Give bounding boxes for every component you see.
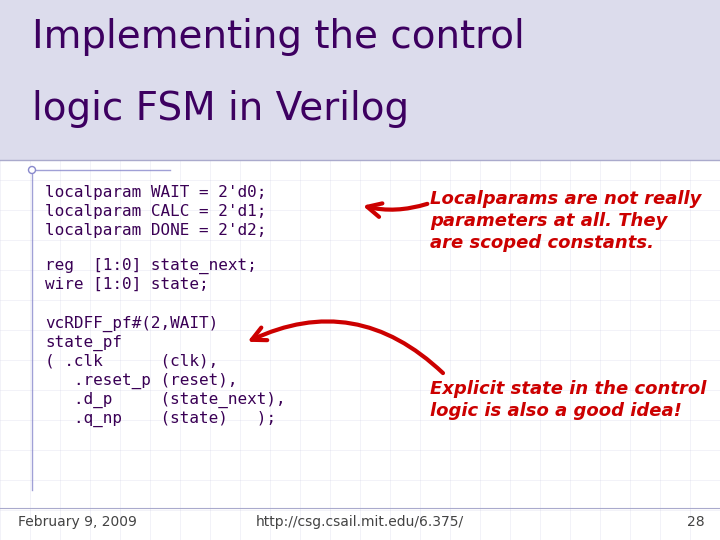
- Text: vcRDFF_pf#(2,WAIT): vcRDFF_pf#(2,WAIT): [45, 316, 218, 332]
- Text: state_pf: state_pf: [45, 335, 122, 351]
- Text: http://csg.csail.mit.edu/6.375/: http://csg.csail.mit.edu/6.375/: [256, 515, 464, 529]
- Text: wire [1:0] state;: wire [1:0] state;: [45, 277, 209, 292]
- Text: localparam DONE = 2'd2;: localparam DONE = 2'd2;: [45, 223, 266, 238]
- Text: .q_np    (state)   );: .q_np (state) );: [45, 411, 276, 427]
- Text: .d_p     (state_next),: .d_p (state_next),: [45, 392, 286, 408]
- Text: Localparams are not really: Localparams are not really: [430, 190, 701, 208]
- Circle shape: [29, 166, 35, 173]
- Bar: [0, 0, 720, 160]
- Text: .reset_p (reset),: .reset_p (reset),: [45, 373, 238, 389]
- Text: 28: 28: [688, 515, 705, 529]
- Text: reg  [1:0] state_next;: reg [1:0] state_next;: [45, 258, 257, 274]
- FancyArrowPatch shape: [367, 204, 428, 217]
- Text: Explicit state in the control: Explicit state in the control: [430, 380, 706, 398]
- FancyArrowPatch shape: [252, 321, 443, 373]
- Text: February 9, 2009: February 9, 2009: [18, 515, 137, 529]
- Text: parameters at all. They: parameters at all. They: [430, 212, 667, 230]
- Text: are scoped constants.: are scoped constants.: [430, 234, 654, 252]
- Text: logic FSM in Verilog: logic FSM in Verilog: [32, 90, 409, 128]
- Text: logic is also a good idea!: logic is also a good idea!: [430, 402, 682, 420]
- Text: localparam WAIT = 2'd0;: localparam WAIT = 2'd0;: [45, 185, 266, 200]
- Text: Implementing the control: Implementing the control: [32, 18, 525, 56]
- Text: localparam CALC = 2'd1;: localparam CALC = 2'd1;: [45, 204, 266, 219]
- Text: ( .clk      (clk),: ( .clk (clk),: [45, 354, 218, 369]
